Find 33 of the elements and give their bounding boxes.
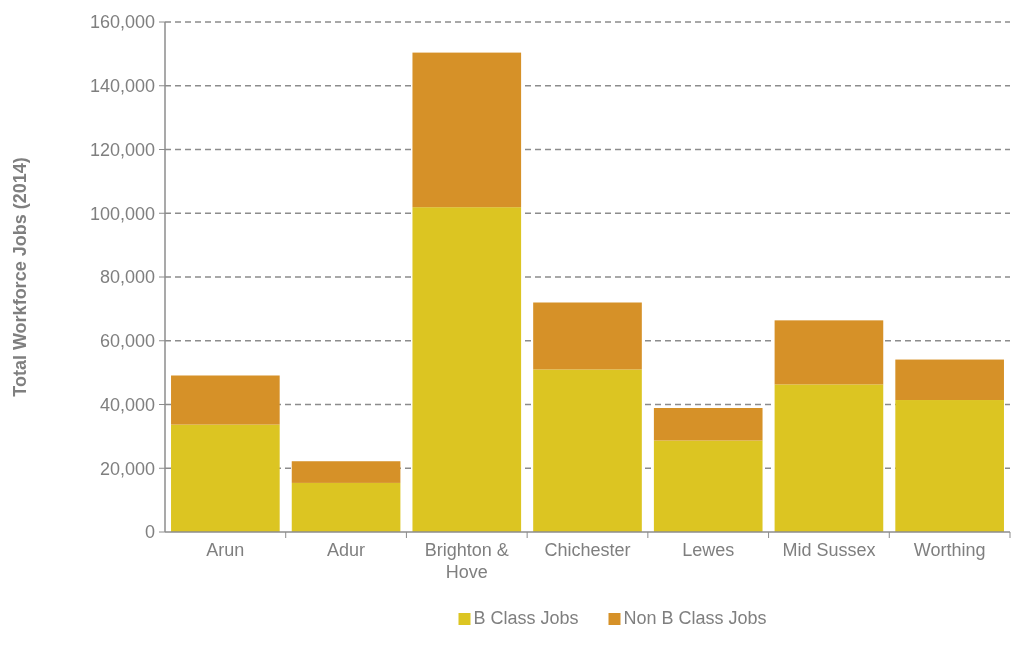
y-tick-label: 160,000 [89,12,155,33]
bar [533,369,642,532]
y-tick-label: 0 [144,522,155,543]
bar [291,461,401,483]
y-axis-title: Total Workforce Jobs (2014) [10,157,30,397]
x-tick-label: Mid Sussex [782,540,876,560]
x-tick-label: Brighton & Hove [424,540,509,582]
legend-label: B Class Jobs [473,608,579,628]
y-tick-label: 60,000 [99,331,155,352]
x-tick-label: Lewes [682,540,735,560]
bar [412,207,522,532]
x-tick-label: Adur [327,540,366,560]
x-tick-label: Chichester [544,540,631,560]
bar [171,424,280,532]
bar [653,440,763,532]
y-tick-label: 140,000 [89,76,155,97]
y-tick-label: 100,000 [89,203,155,224]
bar [895,359,1004,401]
y-tick-label: 20,000 [99,458,155,479]
x-tick-label: Arun [206,540,245,560]
bar [171,375,280,425]
x-tick-label: Worthing [913,540,986,560]
legend-label: Non B Class Jobs [623,608,767,628]
y-tick-label: 120,000 [89,139,155,160]
bar [895,400,1004,532]
bar [533,302,642,370]
bar [291,482,401,532]
y-tick-label: 80,000 [99,267,155,288]
bar [653,408,763,441]
bar [774,320,884,385]
bar [774,384,884,532]
y-tick-label: 40,000 [99,394,155,415]
bar [412,52,522,208]
